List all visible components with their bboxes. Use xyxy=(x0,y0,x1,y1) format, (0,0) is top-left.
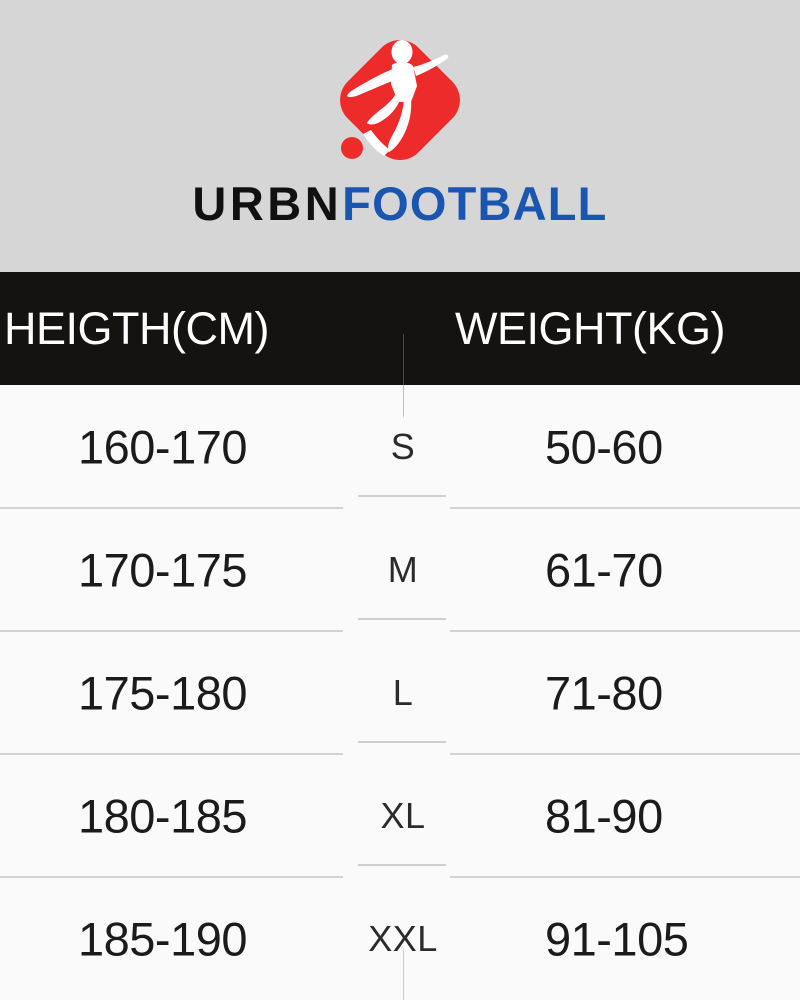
header-center-divider xyxy=(403,334,404,385)
cell-size: M xyxy=(387,548,419,590)
cell-size: XL xyxy=(380,794,426,836)
row-divider-right xyxy=(450,753,800,755)
table-row: 185-190 XXL 91-105 xyxy=(0,877,800,1000)
row-divider-middle xyxy=(358,618,446,620)
cell-size: S xyxy=(390,425,416,467)
wordmark-urbn: URBN xyxy=(192,177,343,230)
football-player-diamond-logo-icon xyxy=(340,40,460,160)
size-chart-table: HEIGTH(CM) WEIGHT(KG) 160-170 S 50-60 17… xyxy=(0,272,800,1000)
cell-weight: 71-80 xyxy=(545,666,663,719)
row-divider-middle xyxy=(358,495,446,497)
row-divider-left xyxy=(0,507,343,509)
cell-weight: 61-70 xyxy=(545,543,663,596)
table-row: 170-175 M 61-70 xyxy=(0,508,800,632)
column-header-height: HEIGTH(CM) xyxy=(4,302,269,354)
row-divider-left xyxy=(0,753,343,755)
row-divider-left xyxy=(0,876,343,878)
brand-wordmark: URBN FOOTBALL xyxy=(192,180,607,227)
middle-column-divider xyxy=(403,385,404,1000)
ball-icon xyxy=(341,137,363,159)
wordmark-football: FOOTBALL xyxy=(342,177,608,230)
row-divider-left xyxy=(0,630,343,632)
cell-size: XXL xyxy=(368,917,438,959)
row-divider-right xyxy=(450,507,800,509)
table-body: 160-170 S 50-60 170-175 M 61-70 175-180 … xyxy=(0,385,800,1000)
row-divider-right xyxy=(450,630,800,632)
cell-weight: 91-105 xyxy=(545,912,689,965)
cell-weight: 81-90 xyxy=(545,789,663,842)
cell-height: 175-180 xyxy=(78,666,248,719)
row-divider-right xyxy=(450,876,800,878)
table-row: 180-185 XL 81-90 xyxy=(0,754,800,878)
column-header-weight: WEIGHT(KG) xyxy=(455,302,725,354)
brand-header: URBN FOOTBALL xyxy=(0,0,800,272)
table-row: 160-170 S 50-60 xyxy=(0,385,800,509)
cell-height: 180-185 xyxy=(78,789,248,842)
cell-weight: 50-60 xyxy=(545,420,663,473)
table-row: 175-180 L 71-80 xyxy=(0,631,800,755)
row-divider-middle xyxy=(358,741,446,743)
cell-size: L xyxy=(392,671,414,713)
cell-height: 170-175 xyxy=(78,543,248,596)
table-header-row: HEIGTH(CM) WEIGHT(KG) xyxy=(0,272,800,385)
cell-height: 160-170 xyxy=(78,420,248,473)
row-divider-middle xyxy=(358,864,446,866)
cell-height: 185-190 xyxy=(78,912,248,965)
